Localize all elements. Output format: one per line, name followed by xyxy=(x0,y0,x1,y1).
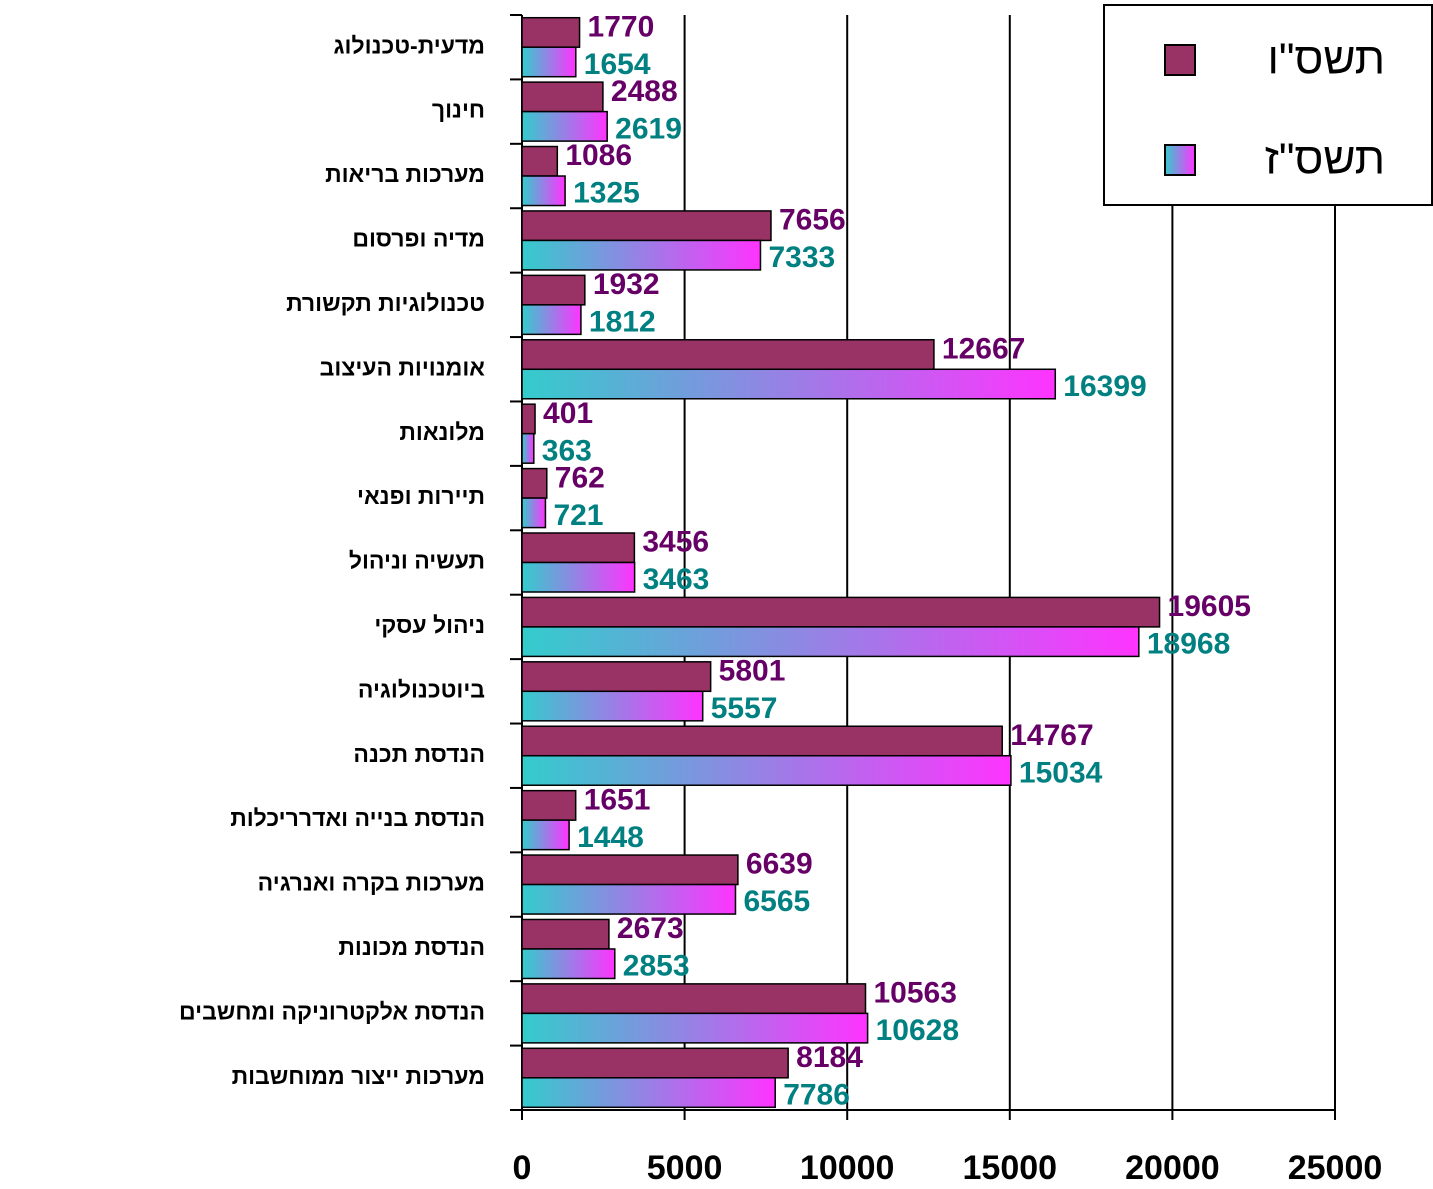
bar xyxy=(521,368,1057,400)
value-label: 2619 xyxy=(615,112,682,145)
value-label: 3456 xyxy=(642,526,709,559)
value-label: 2853 xyxy=(623,950,690,983)
y-tick-label: אומנויות העיצוב xyxy=(320,354,486,380)
legend-swatch xyxy=(1164,44,1196,76)
legend-label: תשס"ז xyxy=(1265,135,1385,184)
value-label: 762 xyxy=(555,461,605,494)
bar xyxy=(521,467,548,499)
bar xyxy=(521,16,581,48)
value-label: 2673 xyxy=(617,912,684,945)
y-tick-label: תעשיה וניהול xyxy=(349,548,485,574)
y-tick-label: הנדסת בנייה ואדרריכלות xyxy=(230,805,485,831)
bar xyxy=(521,690,704,722)
bar xyxy=(521,1047,789,1079)
value-label: 5801 xyxy=(719,654,786,687)
y-tick-label: מדעית-טכנולוג xyxy=(334,32,485,58)
x-tick-label: 15000 xyxy=(963,1149,1058,1187)
bar xyxy=(521,239,762,271)
y-tick-label: חינוך xyxy=(432,97,485,123)
x-tick-label: 20000 xyxy=(1125,1149,1220,1187)
value-label: 2488 xyxy=(611,75,678,108)
bar xyxy=(521,596,1161,628)
value-label: 6639 xyxy=(746,848,813,881)
x-tick-label: 10000 xyxy=(800,1149,895,1187)
bar xyxy=(521,210,772,242)
value-label: 1654 xyxy=(584,48,651,81)
x-tick-label: 5000 xyxy=(647,1149,723,1187)
value-label: 3463 xyxy=(643,563,710,596)
value-label: 1932 xyxy=(593,268,660,301)
bar xyxy=(521,304,582,336)
bar xyxy=(521,46,577,78)
bar xyxy=(521,661,712,693)
y-tick-label: הנדסת תכנה xyxy=(353,741,485,767)
value-label: 10563 xyxy=(874,977,957,1010)
bar xyxy=(521,725,1003,757)
value-label: 7656 xyxy=(779,204,846,237)
bar xyxy=(521,854,739,886)
bar xyxy=(521,1077,776,1109)
legend-label: תשס"ו xyxy=(1267,35,1385,84)
y-tick-label: טכנולוגיות תקשורת xyxy=(286,290,485,316)
value-label: 363 xyxy=(542,434,592,467)
value-label: 8184 xyxy=(796,1041,863,1074)
bar xyxy=(521,274,586,306)
x-tick-label: 25000 xyxy=(1288,1149,1383,1187)
value-label: 15034 xyxy=(1019,756,1103,789)
bar xyxy=(521,81,604,113)
bar xyxy=(521,626,1140,658)
value-label: 1770 xyxy=(588,10,655,43)
value-label: 16399 xyxy=(1063,370,1146,403)
bar xyxy=(521,948,616,980)
value-label: 401 xyxy=(543,397,593,430)
value-label: 12667 xyxy=(942,332,1025,365)
bar xyxy=(521,175,566,207)
y-tick-label: מערכות בריאות xyxy=(325,161,485,187)
bar xyxy=(521,110,608,142)
value-label: 7786 xyxy=(783,1078,850,1111)
y-tick-label: מערכות בקרה ואנרגיה xyxy=(258,870,485,896)
value-label: 18968 xyxy=(1147,628,1230,661)
bar xyxy=(521,497,547,529)
bar xyxy=(521,754,1012,786)
bar xyxy=(521,561,636,593)
bar xyxy=(521,145,559,177)
bar xyxy=(521,532,636,564)
y-tick-label: ניהול עסקי xyxy=(374,612,485,638)
value-label: 1812 xyxy=(589,306,656,339)
y-tick-label: מערכות ייצור ממוחשבות xyxy=(232,1063,485,1089)
bar xyxy=(521,883,737,915)
legend-box xyxy=(1103,4,1433,206)
value-label: 1448 xyxy=(577,821,644,854)
y-tick-label: מדיה ופרסום xyxy=(352,226,485,252)
value-label: 1651 xyxy=(584,783,651,816)
bar xyxy=(521,789,577,821)
bar xyxy=(521,819,570,851)
legend-swatch xyxy=(1164,144,1196,176)
y-tick-label: הנדסת אלקטרוניקה ומחשבים xyxy=(179,998,485,1024)
bar xyxy=(521,1012,869,1044)
bar xyxy=(521,918,610,950)
bar xyxy=(521,983,867,1015)
value-label: 10628 xyxy=(876,1014,959,1047)
y-tick-label: ביוטכנולוגיה xyxy=(358,676,485,702)
x-tick-label: 0 xyxy=(513,1149,532,1187)
value-label: 5557 xyxy=(711,692,778,725)
value-label: 14767 xyxy=(1010,719,1093,752)
value-label: 7333 xyxy=(768,241,835,274)
value-label: 721 xyxy=(553,499,603,532)
bar xyxy=(521,339,935,371)
y-tick-label: מלונאות xyxy=(399,419,485,445)
bar xyxy=(521,403,536,435)
y-tick-label: תיירות ופנאי xyxy=(357,483,485,509)
value-label: 6565 xyxy=(743,885,810,918)
value-label: 19605 xyxy=(1168,590,1251,623)
bar xyxy=(521,432,535,464)
value-label: 1086 xyxy=(565,139,632,172)
value-label: 1325 xyxy=(573,177,640,210)
y-tick-label: הנדסת מכונות xyxy=(338,934,485,960)
